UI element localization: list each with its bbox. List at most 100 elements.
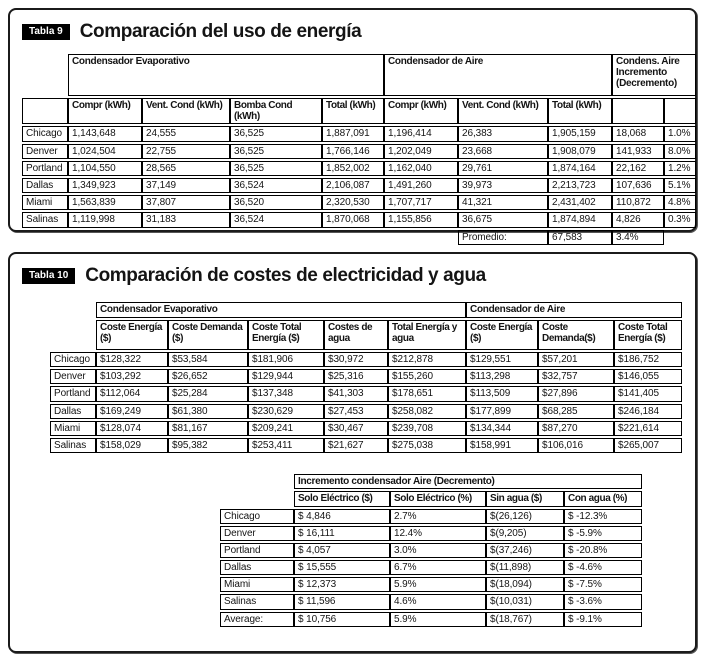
data-cell: 36,525 <box>230 143 322 159</box>
data-cell: $129,551 <box>466 352 539 368</box>
data-cell: 3.0% <box>390 542 486 559</box>
data-cell: $27,896 <box>538 386 615 402</box>
data-cell: 28,565 <box>142 160 230 176</box>
table-row: Denver $103,292 $26,652 $129,944 $25,316 $155… <box>50 369 683 385</box>
data-cell: $(9,205) <box>486 525 564 541</box>
data-cell: 141,933 <box>612 143 665 159</box>
data-cell: $ -20.8% <box>564 542 643 559</box>
column-header: Compr (kWh) <box>384 98 459 125</box>
column-header: Coste Energía ($) <box>466 320 539 350</box>
data-cell: $253,411 <box>248 437 324 454</box>
data-cell: $ 4,846 <box>294 508 390 524</box>
table10-title: Comparación de costes de electricidad y … <box>85 265 486 286</box>
table10-panel: Tabla 10 Comparación de costes de electr… <box>8 252 697 653</box>
data-cell: 1,104,550 <box>68 160 142 176</box>
data-cell: $103,292 <box>96 369 168 385</box>
data-cell: $81,167 <box>168 420 248 436</box>
city-cell: Salinas <box>22 212 68 228</box>
data-cell: $ 15,555 <box>294 560 390 576</box>
data-cell: 2,320,530 <box>322 195 385 211</box>
table9-header: Tabla 9 Comparación del uso de energía <box>22 21 695 43</box>
data-cell: 29,761 <box>458 160 549 176</box>
data-cell: $25,284 <box>168 386 248 402</box>
data-cell: $128,074 <box>96 420 168 436</box>
table9-badge: Tabla 9 <box>22 24 70 40</box>
table-row: Salinas 1,119,998 31,183 36,524 1,870,068 1,1… <box>22 212 697 228</box>
data-cell: 1,162,040 <box>384 160 459 176</box>
data-cell: 23,668 <box>458 143 549 159</box>
data-cell: $246,184 <box>614 403 683 419</box>
data-cell: $95,382 <box>168 437 248 454</box>
data-cell: 5.1% <box>664 177 697 194</box>
table-row: Portland 1,104,550 28,565 36,525 1,852,002 1,… <box>22 160 697 176</box>
data-cell: 12.4% <box>390 525 486 541</box>
data-cell: 1,874,894 <box>548 212 613 228</box>
data-cell: $ -4.6% <box>564 560 643 576</box>
city-cell: Denver <box>22 143 68 159</box>
table-row: Miami $ 12,373 5.9% $(18,094) $ -7.5% <box>220 577 643 593</box>
city-cell: Dallas <box>50 403 96 419</box>
data-cell: 1,852,002 <box>322 160 385 176</box>
column-header-row: Solo Eléctrico ($) Solo Eléctrico (%) Si… <box>220 491 643 507</box>
energy-use-table: Condensador Evaporativo Condensador de A… <box>22 52 697 247</box>
data-cell: 36,524 <box>230 212 322 228</box>
data-cell: $(18,094) <box>486 577 564 593</box>
column-header: Total (kWh) <box>548 98 613 125</box>
data-cell: $30,467 <box>324 420 388 436</box>
city-cell: Chicago <box>50 352 96 368</box>
average-pct: 3.4% <box>612 229 665 245</box>
data-cell: 1,349,923 <box>68 177 142 194</box>
spacer-cell <box>220 474 294 489</box>
air-condenser-increment-table: Incremento condensador Aire (Decremento)… <box>220 472 643 629</box>
data-cell: $112,064 <box>96 386 168 402</box>
column-header: Coste Total Energía ($) <box>614 320 683 350</box>
table-row: Miami 1,563,839 37,807 36,520 2,320,530 1,707… <box>22 195 697 211</box>
city-cell: Denver <box>50 369 96 385</box>
table-row: Denver $ 16,111 12.4% $(9,205) $ -5.9% <box>220 525 643 541</box>
column-header: Solo Eléctrico ($) <box>294 491 390 507</box>
data-cell: 5.9% <box>390 577 486 593</box>
table-row: Chicago $ 4,846 2.7% $(26,126) $ -12.3% <box>220 508 643 524</box>
table-row: Dallas 1,349,923 37,149 36,524 2,106,087 1,49… <box>22 177 697 194</box>
column-header: Compr (kWh) <box>68 98 142 125</box>
table-row: Denver 1,024,504 22,755 36,525 1,766,146 1,20… <box>22 143 697 159</box>
column-header: Bomba Cond (kWh) <box>230 98 322 125</box>
average-value: 67,583 <box>548 229 613 245</box>
data-cell: 1,870,068 <box>322 212 385 228</box>
data-cell: 37,807 <box>142 195 230 211</box>
data-cell: 1,196,414 <box>384 126 459 142</box>
table-row: Chicago 1,143,648 24,555 36,525 1,887,091 1,1… <box>22 126 697 142</box>
data-cell: $ 12,373 <box>294 577 390 593</box>
data-cell: $68,285 <box>538 403 615 419</box>
data-cell: 5.9% <box>390 611 486 627</box>
data-cell: $(37,246) <box>486 542 564 559</box>
data-cell: $181,906 <box>248 352 324 368</box>
city-cell: Chicago <box>220 508 294 524</box>
group-header-evaporative: Condensador Evaporativo <box>68 54 385 96</box>
data-cell: 1.2% <box>664 160 697 176</box>
column-header: Coste Demanda ($) <box>168 320 248 350</box>
data-cell: 36,525 <box>230 126 322 142</box>
city-cell: Average: <box>220 611 294 627</box>
city-cell: Miami <box>220 577 294 593</box>
data-cell: 1,563,839 <box>68 195 142 211</box>
column-header: Coste Total Energía ($) <box>248 320 324 350</box>
data-cell: 18,068 <box>612 126 665 142</box>
column-header-empty <box>612 98 665 125</box>
column-header: Sin agua ($) <box>486 491 564 507</box>
data-cell: 1,908,079 <box>548 143 613 159</box>
city-cell: Portland <box>50 386 96 402</box>
data-cell: 0.3% <box>664 212 697 228</box>
spacer-cell <box>50 320 96 350</box>
data-cell: 1.0% <box>664 126 697 142</box>
city-cell: Dallas <box>220 560 294 576</box>
column-header-row: Compr (kWh) Vent. Cond (kWh) Bomba Cond … <box>22 98 697 125</box>
data-cell: $61,380 <box>168 403 248 419</box>
table-row: Chicago $128,322 $53,584 $181,906 $30,972 $21… <box>50 352 683 368</box>
data-cell: 1,766,146 <box>322 143 385 159</box>
data-cell: 107,636 <box>612 177 665 194</box>
data-cell: 2,213,723 <box>548 177 613 194</box>
data-cell: $53,584 <box>168 352 248 368</box>
data-cell: $ -7.5% <box>564 577 643 593</box>
data-cell: $275,038 <box>388 437 467 454</box>
